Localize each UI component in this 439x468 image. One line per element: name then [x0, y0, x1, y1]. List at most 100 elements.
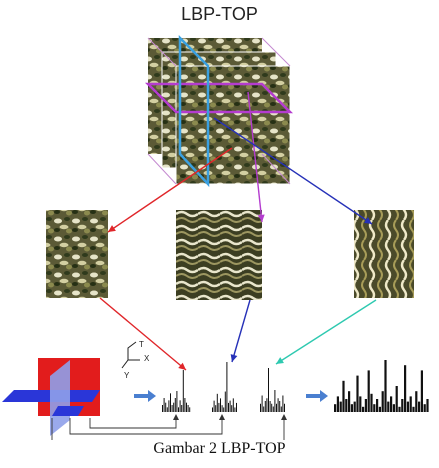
yt-histogram: [260, 368, 285, 412]
concatenated-histogram-bar: [370, 393, 373, 412]
xy-histogram-bar: [162, 405, 163, 412]
link-xy-hist: [89, 418, 177, 429]
yt-histogram-bar: [263, 406, 265, 412]
xy-histogram: [162, 370, 191, 412]
xt-histogram-bar: [216, 393, 218, 412]
yt-histogram-bar: [268, 368, 269, 412]
yt-plane-image: [354, 210, 414, 298]
concatenated-histogram-bar: [350, 404, 353, 412]
concatenated-histogram-bar: [339, 401, 342, 412]
yt-histogram-bar: [264, 401, 266, 412]
axis-x-label: X: [144, 354, 150, 363]
concatenated-histogram-bar: [378, 406, 381, 412]
concatenated-histogram-bar: [381, 391, 384, 412]
concatenated-histogram-bar: [398, 406, 401, 412]
concatenated-histogram-bar: [404, 365, 407, 412]
yt-histogram-bar: [269, 401, 271, 412]
xt-histogram-bar: [215, 405, 217, 412]
arrow-xt-to-histogram: [231, 299, 251, 363]
projection-arrows: [99, 91, 377, 371]
xt-plane-image: [176, 210, 262, 300]
yt-histogram-bar: [266, 398, 268, 412]
arrow-to-yt-plane-head: [364, 217, 372, 224]
concatenated-histogram-bar: [359, 396, 362, 412]
arrow-yt-to-histogram-head: [276, 357, 284, 364]
concatenated-histogram-bar: [406, 401, 409, 412]
yt-histogram-bar: [274, 390, 276, 412]
xy-histogram-bar: [174, 398, 176, 412]
xt-histogram: [212, 362, 237, 412]
arrow-to-xt-plane: [247, 91, 263, 223]
figure-caption: Gambar 2 LBP-TOP: [153, 440, 286, 457]
xt-plane-outline: [144, 82, 294, 114]
concatenated-histogram-bar: [401, 399, 404, 412]
xt-histogram-bar: [218, 402, 220, 412]
concatenated-histogram-bar: [423, 404, 426, 412]
arrow-to-xt-plane-head: [257, 214, 265, 222]
link-xt: [69, 418, 223, 435]
xy-histogram-bar: [187, 405, 189, 412]
xy-histogram-bar: [178, 407, 179, 412]
arrow-xt-to-histogram-head: [230, 354, 238, 362]
concatenated-histogram-bar: [395, 386, 398, 412]
histograms: [134, 360, 429, 412]
xt-histogram-bar: [224, 391, 226, 412]
xy-histogram-bar: [168, 400, 170, 412]
arrow-xy-to-histogram: [99, 297, 187, 371]
diagram-title: LBP-TOP: [181, 4, 258, 24]
yt-histogram-bar: [276, 403, 277, 412]
concatenated-histogram-bar: [418, 401, 421, 412]
yt-histogram-bar: [272, 406, 274, 412]
concatenated-histogram-bar: [426, 399, 429, 412]
xy-histogram-bar: [176, 391, 178, 412]
axes-icon: T X Y: [121, 340, 150, 380]
xy-histogram-bar: [171, 405, 173, 412]
yt-histogram-bar: [279, 401, 281, 412]
axis-y-label: Y: [124, 371, 130, 380]
flow-arrow-to-concatenated: [306, 394, 320, 398]
concatenated-histogram-bar: [353, 401, 356, 412]
violet-plane: [50, 360, 70, 436]
flow-arrow-to-histograms-head: [148, 390, 156, 402]
xt-histogram-bar: [212, 407, 213, 412]
concatenated-histogram-bar: [415, 391, 418, 412]
arrow-to-yt-plane: [213, 117, 373, 225]
xt-histogram-bar: [228, 402, 229, 412]
concatenated-histogram-bar: [392, 404, 395, 412]
arrow-xy-to-histogram-head: [178, 362, 186, 370]
xy-histogram-bar: [184, 398, 186, 412]
concatenated-histogram-bar: [364, 399, 367, 412]
xt-histogram-bar: [221, 405, 223, 412]
concatenated-histogram-bar: [348, 391, 351, 412]
concatenated-histogram-bar: [334, 404, 337, 412]
flow-arrow-to-histograms: [134, 394, 148, 398]
yt-histogram-bar: [282, 395, 284, 412]
xt-histogram-bar: [231, 405, 233, 412]
arrow-yt-to-histogram: [275, 299, 377, 365]
xt-histogram-bar: [232, 398, 234, 412]
concatenated-histogram-bar: [362, 406, 365, 412]
xt-histogram-bar: [223, 407, 225, 412]
concatenated-histogram-bar: [390, 396, 393, 412]
xy-histogram-bar: [181, 405, 183, 412]
concatenated-histogram: [334, 360, 429, 412]
concatenated-histogram-bar: [384, 360, 387, 412]
xt-histogram-bar: [220, 398, 221, 412]
xy-histogram-bar: [173, 402, 175, 412]
yt-histogram-bar: [271, 403, 273, 412]
arrow-to-xy-plane-head: [108, 225, 116, 232]
xy-histogram-bar: [163, 398, 165, 412]
blue-plane-front: [52, 406, 84, 416]
yt-histogram-bar: [280, 406, 282, 412]
xt-histogram-bar: [236, 402, 237, 412]
xy-histogram-bar: [170, 393, 171, 412]
volume-edges: [147, 37, 291, 185]
xy-histogram-bar: [182, 370, 184, 412]
concatenated-histogram-bar: [336, 396, 339, 412]
three-orthogonal-planes-icon: [2, 358, 100, 436]
concatenated-histogram-bar: [409, 396, 412, 412]
xt-histogram-bar: [234, 407, 236, 412]
xt-histogram-bar: [226, 362, 228, 412]
bracket-links: [51, 414, 287, 440]
